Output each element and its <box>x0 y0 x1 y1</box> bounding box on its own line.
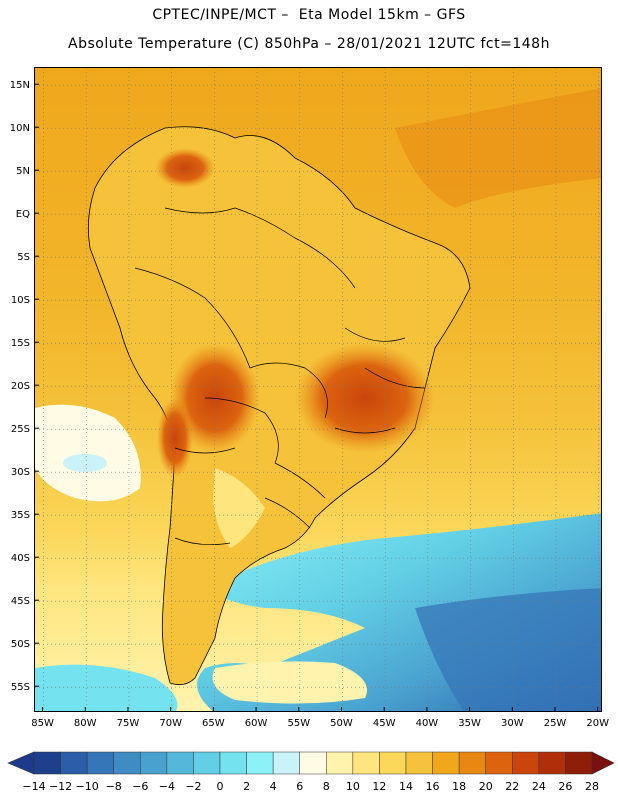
colorbar-label: 8 <box>323 780 330 793</box>
chart-title-line1: CPTEC/INPE/MCT – Eta Model 15km – GFS <box>152 7 466 23</box>
colorbar-swatch <box>458 751 486 775</box>
lon-tick-label: 60W <box>245 718 268 729</box>
colorbar-swatch <box>352 751 380 775</box>
colorbar-label: 0 <box>217 780 224 793</box>
lat-tick-label: 10S <box>11 295 30 306</box>
colorbar-label: 12 <box>372 780 386 793</box>
lon-tick-label: 75W <box>117 718 140 729</box>
lon-tick-label: 50W <box>330 718 353 729</box>
lon-tick-label: 40W <box>416 718 439 729</box>
colorbar-swatch <box>512 751 540 775</box>
colorbar-label: 18 <box>452 780 466 793</box>
colorbar: −14 −12 −10 −8 −6 −4 −2 0 2 4 6 8 10 12 14 16 18 20 22 24 26… <box>7 751 615 793</box>
map-panel <box>34 67 602 712</box>
lon-tick-label: 80W <box>74 718 97 729</box>
pale-pacific-area <box>35 404 141 502</box>
colorbar-swatch <box>33 751 61 775</box>
cool-spot-pacific <box>63 454 107 472</box>
colorbar-swatch <box>140 751 168 775</box>
lon-tick-label: 20W <box>586 718 609 729</box>
lat-tick-label: 5S <box>17 252 30 263</box>
colorbar-label: 24 <box>532 780 546 793</box>
colorbar-label: −12 <box>49 780 72 793</box>
lat-tick-label: 45S <box>11 596 30 607</box>
colorbar-label: 6 <box>296 780 303 793</box>
country-borders <box>134 207 426 545</box>
colorbar-swatch <box>405 751 433 775</box>
colorbar-label: 14 <box>399 780 413 793</box>
colorbar-swatch <box>272 751 300 775</box>
lat-tick-label: 5N <box>16 166 30 177</box>
lat-tick-label: 15N <box>10 80 30 91</box>
cold-water-sw <box>35 664 178 711</box>
colorbar-swatch <box>193 751 221 775</box>
colorbar-swatch <box>113 751 141 775</box>
lon-tick-label: 45W <box>373 718 396 729</box>
colorbar-swatch <box>565 751 593 775</box>
temperature-map <box>35 68 601 711</box>
colorbar-swatch <box>246 751 274 775</box>
hot-core-andes <box>157 398 193 478</box>
colorbar-label: −8 <box>106 780 122 793</box>
colorbar-label: −2 <box>185 780 201 793</box>
hot-core-chaco <box>170 343 260 453</box>
colorbar-swatch <box>379 751 407 775</box>
colorbar-label: −10 <box>76 780 99 793</box>
cool-patch-argentina <box>213 468 265 548</box>
lat-tick-label: 55S <box>11 682 30 693</box>
lat-tick-label: 25S <box>11 424 30 435</box>
colorbar-high-arrow <box>591 751 615 775</box>
lon-tick-label: 30W <box>501 718 524 729</box>
lat-tick-label: 15S <box>11 338 30 349</box>
lat-tick-label: EQ <box>16 209 30 220</box>
colorbar-swatch <box>326 751 354 775</box>
colorbar-label: 28 <box>585 780 599 793</box>
colorbar-label: 16 <box>426 780 440 793</box>
lon-tick-label: 25W <box>544 718 567 729</box>
chart-title-line2: Absolute Temperature (C) 850hPa – 28/01/… <box>68 36 550 52</box>
colorbar-label: −4 <box>159 780 175 793</box>
colorbar-label: 20 <box>479 780 493 793</box>
colorbar-label: 4 <box>270 780 277 793</box>
colorbar-low-arrow <box>7 751 35 775</box>
colorbar-label: −14 <box>22 780 45 793</box>
lat-tick-label: 10N <box>10 123 30 134</box>
colorbar-swatch <box>86 751 114 775</box>
colorbar-swatch <box>538 751 566 775</box>
lat-tick-label: 35S <box>11 510 30 521</box>
lat-tick-label: 40S <box>11 553 30 564</box>
colorbar-swatch <box>60 751 88 775</box>
colorbar-swatch <box>219 751 247 775</box>
lat-tick-label: 30S <box>11 467 30 478</box>
warm-patch-ne <box>395 88 601 208</box>
lat-tick-label: 50S <box>11 639 30 650</box>
deep-cold-south <box>415 588 601 711</box>
lon-tick-label: 85W <box>31 718 54 729</box>
hot-core-north <box>155 148 215 188</box>
colorbar-label: 22 <box>505 780 519 793</box>
colorbar-swatch <box>485 751 513 775</box>
graticule <box>35 68 601 711</box>
lon-tick-label: 55W <box>287 718 310 729</box>
lat-tick-label: 20S <box>11 381 30 392</box>
colorbar-label: 26 <box>558 780 572 793</box>
warm-tongue-south <box>212 661 367 704</box>
lon-tick-label: 70W <box>159 718 182 729</box>
lon-tick-label: 35W <box>458 718 481 729</box>
hot-core-brazil <box>295 343 435 453</box>
colorbar-swatch <box>166 751 194 775</box>
colorbar-label: −6 <box>132 780 148 793</box>
colorbar-label: 10 <box>346 780 360 793</box>
lon-tick-label: 65W <box>202 718 225 729</box>
colorbar-label: 2 <box>243 780 250 793</box>
colorbar-swatch <box>299 751 327 775</box>
colorbar-swatch <box>432 751 460 775</box>
